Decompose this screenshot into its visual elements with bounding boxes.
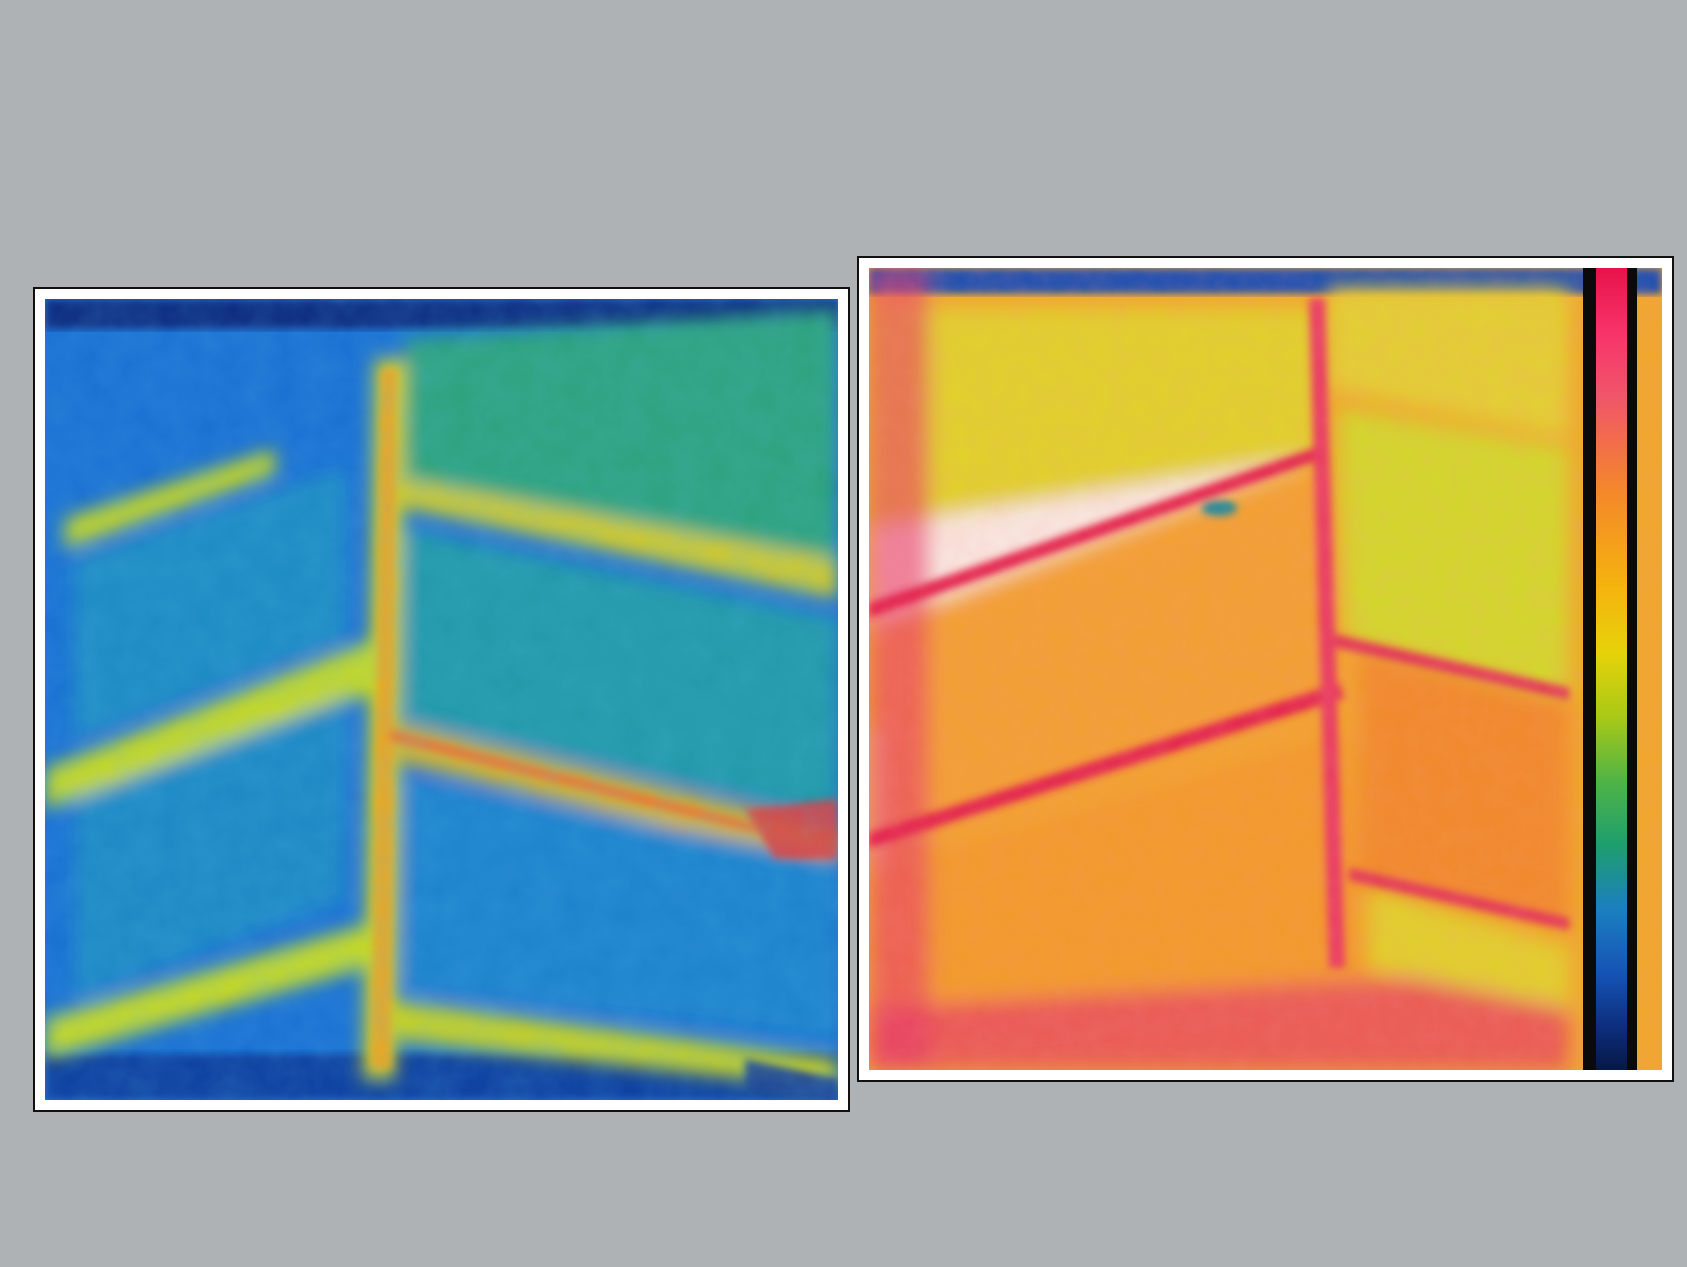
color-scale-bar <box>1583 268 1637 1070</box>
thermal-image-right-frame <box>857 256 1674 1082</box>
color-scale-gradient <box>1596 268 1627 1070</box>
thermal-image-left-frame <box>33 287 850 1112</box>
thermal-image-left <box>45 299 838 1100</box>
thermal-image-right <box>869 268 1662 1070</box>
